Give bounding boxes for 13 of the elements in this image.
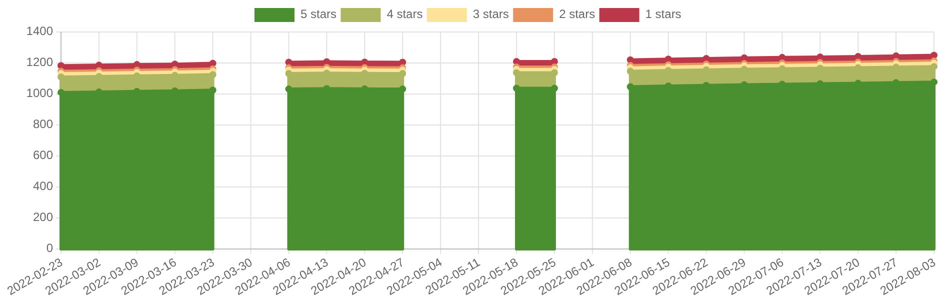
y-tick-label: 1400: [26, 24, 54, 38]
y-tick-label: 200: [32, 210, 54, 224]
legend-label: 4 stars: [386, 7, 423, 22]
legend-label: 5 stars: [300, 7, 337, 22]
y-tick-label: 0: [46, 241, 54, 256]
y-tick-label: 600: [32, 148, 54, 162]
legend-label: 1 stars: [645, 7, 682, 22]
legend-label: 3 stars: [472, 7, 509, 22]
y-tick-label: 800: [32, 117, 54, 132]
legend-label: 2 stars: [559, 7, 596, 22]
y-tick-label: 1000: [26, 86, 54, 100]
y-tick-label: 1200: [26, 55, 54, 70]
y-tick-label: 400: [32, 179, 54, 194]
